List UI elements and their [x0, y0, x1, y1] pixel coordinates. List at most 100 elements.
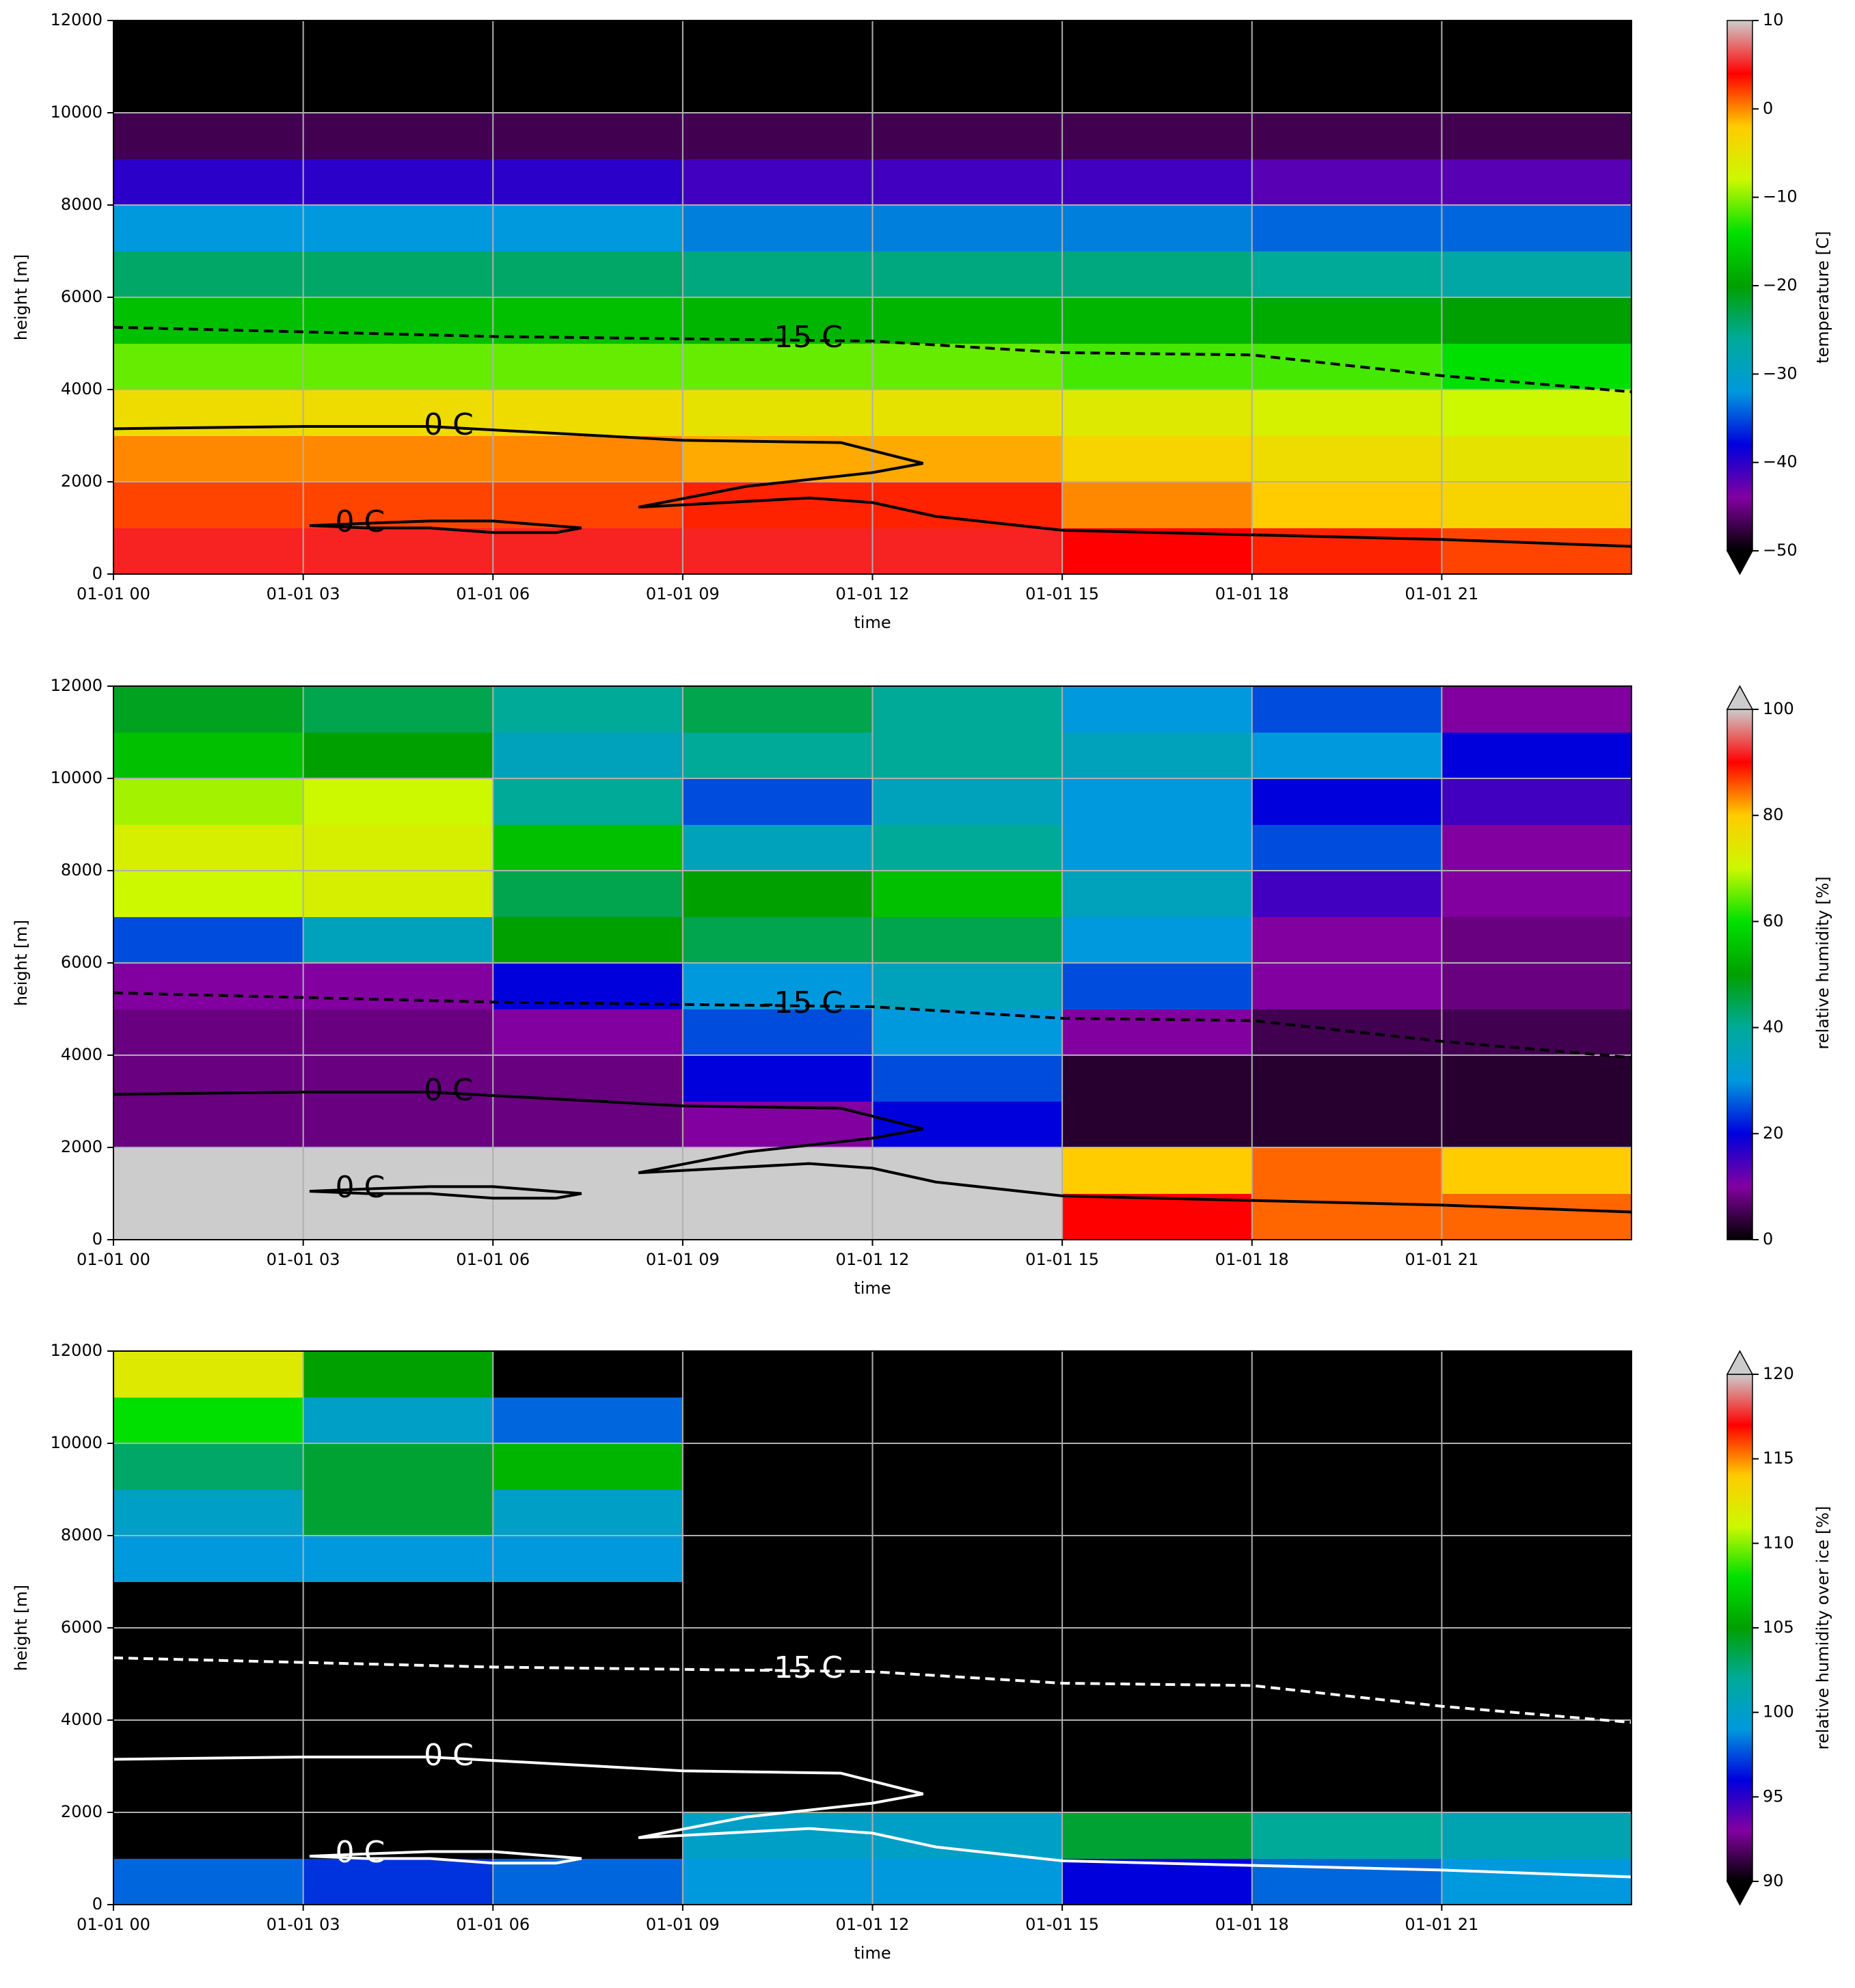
heatmap-cell [113, 1858, 304, 1905]
heatmap-cell [1062, 66, 1253, 113]
heatmap-cell [1441, 1858, 1632, 1905]
heatmap-cell [113, 916, 304, 964]
heatmap-cell [1062, 435, 1253, 482]
heatmap-cell [113, 1397, 304, 1444]
contour-line [309, 1185, 582, 1200]
colorbar-extend [1726, 1350, 1754, 1375]
colorbar-tick-label: 0 [1763, 98, 1773, 118]
heatmap-cell [1441, 1628, 1632, 1674]
heatmap-cell [872, 916, 1063, 964]
heatmap-cell [1251, 21, 1442, 67]
colorbar-tick-label: 80 [1763, 805, 1784, 824]
y-tick-label: 2000 [61, 1802, 103, 1821]
heatmap-cell [113, 482, 304, 528]
heatmap-cell [303, 732, 493, 779]
heatmap-cell [1062, 1009, 1253, 1056]
heatmap-cell [1062, 1628, 1253, 1674]
heatmap-cell [1062, 1489, 1253, 1536]
heatmap-cell [872, 1720, 1063, 1767]
y-tick-label: 8000 [61, 1525, 103, 1544]
heatmap-cell [493, 1766, 683, 1813]
y-tick-label: 12000 [51, 676, 103, 695]
heatmap-cell [1441, 1443, 1632, 1490]
heatmap-cell [872, 963, 1063, 1009]
heatmap-cell [113, 963, 304, 1009]
y-tick-label: 8000 [61, 195, 103, 214]
heatmap-cell [113, 778, 304, 825]
heatmap-cell [682, 1628, 873, 1674]
x-tick-label: 01-01 15 [1025, 1915, 1099, 1934]
heatmap-cell [1251, 1581, 1442, 1629]
colorbar-tick-label: −40 [1763, 452, 1798, 472]
heatmap-cell [1251, 390, 1442, 436]
heatmap-cell [1062, 1055, 1253, 1102]
heatmap-cell [1062, 1720, 1253, 1767]
y-tick-label: 12000 [51, 1341, 103, 1360]
heatmap-cell [1251, 871, 1442, 917]
colorbar-tick-label: 100 [1763, 699, 1794, 718]
heatmap-cell [303, 778, 493, 825]
contour-label: -15 C [763, 985, 843, 1020]
heatmap-cell [1062, 1147, 1253, 1194]
y-tick-label: 6000 [61, 1618, 103, 1637]
heatmap-cell [1441, 1351, 1632, 1398]
heatmap-cell [1062, 1674, 1253, 1721]
heatmap-cell [682, 778, 873, 825]
heatmap-cell [303, 1009, 493, 1056]
heatmap-cell [113, 1101, 304, 1148]
heatmap-cell [303, 1397, 493, 1444]
heatmap-cell [493, 528, 683, 575]
heatmap-cell [493, 916, 683, 964]
heatmap-cell [1251, 205, 1442, 251]
heatmap-cell [113, 1147, 304, 1194]
heatmap-cell [113, 1628, 304, 1674]
heatmap-cell [113, 1489, 304, 1536]
plot-frame [113, 20, 1632, 575]
colorbar-tick-label: 90 [1763, 1871, 1784, 1890]
y-tick-label: 10000 [51, 103, 103, 122]
x-tick-label: 01-01 12 [836, 1250, 910, 1269]
x-axis-label: time [854, 1944, 891, 1963]
colorbar-tick-label: 60 [1763, 911, 1784, 930]
heatmap-cell [303, 1351, 493, 1398]
heatmap-cell [113, 1536, 304, 1582]
heatmap-cell [1251, 824, 1442, 871]
heatmap-cell [493, 1489, 683, 1536]
y-tick-label: 8000 [61, 860, 103, 880]
x-tick-label: 01-01 15 [1025, 584, 1099, 603]
heatmap-cell [113, 113, 304, 159]
heatmap-cell [1251, 916, 1442, 964]
heatmap-cell [872, 390, 1063, 436]
heatmap-cell [1441, 1055, 1632, 1102]
heatmap-cell [1441, 1581, 1632, 1629]
y-tick-label: 6000 [61, 287, 103, 306]
heatmap-cell [872, 871, 1063, 917]
heatmap-cell [303, 916, 493, 964]
colorbar [1727, 1374, 1753, 1882]
x-tick-label: 01-01 18 [1215, 584, 1289, 603]
heatmap-cell [872, 1351, 1063, 1398]
heatmap-cell [1441, 1489, 1632, 1536]
heatmap-cell [303, 1858, 493, 1905]
y-tick-label: 6000 [61, 953, 103, 972]
x-tick-label: 01-01 00 [77, 584, 150, 603]
heatmap-cell [303, 1766, 493, 1813]
colorbar-tick-label: 100 [1763, 1702, 1794, 1721]
heatmap-cell [493, 1581, 683, 1629]
heatmap-cell [303, 1674, 493, 1721]
heatmap-cell [303, 1101, 493, 1148]
contour-label: 0 C [424, 1738, 474, 1773]
heatmap-cell [682, 1443, 873, 1490]
heatmap-cell [493, 871, 683, 917]
heatmap-cell [303, 66, 493, 113]
heatmap-cell [1441, 343, 1632, 390]
heatmap-cell [303, 871, 493, 917]
heatmap-cell [682, 205, 873, 251]
contour-line [113, 1656, 1632, 1724]
heatmap-cell [682, 1055, 873, 1102]
x-tick-label: 01-01 00 [77, 1250, 150, 1269]
x-tick-label: 01-01 18 [1215, 1250, 1289, 1269]
heatmap-cell [493, 686, 683, 733]
heatmap-cell [493, 1536, 683, 1582]
heatmap-cell [872, 1055, 1063, 1102]
